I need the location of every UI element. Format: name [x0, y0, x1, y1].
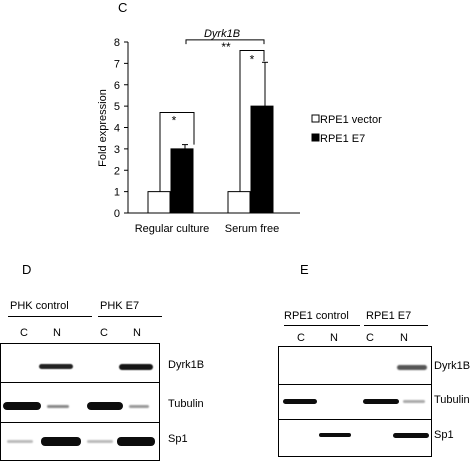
blot-d-divider-2: [1, 422, 159, 423]
blot-e-lane-n2: N: [400, 332, 408, 344]
blot-e-lane-n1: N: [330, 332, 338, 344]
blot-e-membrane: [278, 346, 432, 457]
blot-d-membrane: [0, 343, 160, 461]
sig-star-regular: *: [172, 114, 177, 128]
blot-d-row-sp1: Sp1: [168, 433, 188, 445]
blot-d-band-dyrk1b-n1: [39, 364, 73, 369]
panel-d-label: D: [22, 262, 32, 277]
blot-d-lane-n2: N: [133, 327, 141, 339]
blot-e-band-tubulin-c1: [283, 399, 317, 404]
blot-d-group-line-2: [98, 316, 162, 317]
blot-e-band-tubulin-n2: [403, 400, 425, 403]
blot-d-lane-n1: N: [53, 327, 61, 339]
y-tick-label: 4: [114, 123, 120, 135]
bar-vector-1: [227, 191, 251, 214]
y-tick-label: 6: [114, 80, 120, 92]
blot-d-group-phk-e7: PHK E7: [100, 300, 140, 312]
blot-d-group-line-1: [8, 316, 92, 317]
blot-e-group-rpe1-control: RPE1 control: [284, 310, 349, 322]
sig-bracket-serum: [239, 50, 265, 192]
blot-e-lane-c1: C: [297, 332, 305, 344]
blot-d-row-dyrk1b: Dyrk1B: [168, 359, 205, 371]
blot-d-band-sp1-c1: [7, 440, 33, 443]
blot-e-row-sp1: Sp1: [434, 429, 454, 441]
sig-bracket-regular: [159, 112, 195, 192]
fold-expression-chart: 0 1 2 3 4 5 6 7 8 Fold expression Dyrk1B Regular cu…: [97, 28, 382, 235]
y-tick-label: 5: [114, 101, 120, 113]
legend-swatch-0: [311, 114, 320, 123]
blot-d-band-sp1-n2: [117, 437, 155, 446]
blot-d-band-sp1-c2: [87, 440, 113, 443]
y-tick-label: 8: [114, 37, 120, 49]
blot-e-row-tubulin: Tubulin: [434, 394, 470, 406]
blot-d-lane-c2: C: [100, 327, 108, 339]
sig-star-serum: *: [250, 53, 255, 67]
panel-e-label: E: [300, 262, 309, 277]
blot-d-group-phk-control: PHK control: [10, 300, 69, 312]
blot-d-band-tubulin-n1: [47, 405, 69, 408]
blot-e-divider-2: [279, 419, 431, 420]
bar-e7-1: [250, 105, 274, 214]
blot-e-group-rpe1-e7: RPE1 E7: [366, 310, 412, 322]
legend-swatch-1: [311, 133, 320, 142]
bar-vector-0: [147, 191, 171, 214]
blot-e-lane-c2: C: [366, 332, 374, 344]
blot-e-band-dyrk1b-n2: [397, 365, 427, 370]
blot-d-row-tubulin: Tubulin: [168, 398, 204, 410]
sig-stars-between: **: [221, 40, 231, 54]
y-tick-label: 2: [114, 165, 120, 177]
blot-d-band-tubulin-n2: [129, 405, 149, 408]
blot-d-band-tubulin-c2: [87, 402, 123, 410]
legend-label-1: RPE1 E7: [320, 133, 365, 145]
blot-e-group-line-2: [364, 325, 428, 326]
y-tick-label: 7: [114, 58, 120, 70]
blot-e-band-tubulin-c2: [363, 399, 399, 404]
blot-e-divider-1: [279, 384, 431, 385]
y-tick-label: 0: [114, 208, 120, 220]
blot-d-band-sp1-n1: [41, 437, 81, 446]
blot-e-band-sp1-n2: [393, 433, 429, 438]
blot-d-band-tubulin-c1: [3, 402, 41, 410]
blot-e-row-dyrk1b: Dyrk1B: [434, 360, 471, 372]
y-tick-label: 1: [114, 187, 120, 199]
sig-bracket-between: [185, 39, 265, 45]
legend-label-0: RPE1 vector: [320, 114, 382, 126]
blot-d-lane-c1: C: [20, 327, 28, 339]
panel-c-label: C: [118, 0, 128, 15]
chart-title: Dyrk1B: [204, 28, 240, 40]
x-category-label: Serum free: [225, 223, 279, 235]
blot-e-band-sp1-n1: [319, 433, 351, 437]
bar-e7-0: [170, 148, 194, 214]
blot-d-band-dyrk1b-n2: [119, 364, 153, 370]
y-tick-label: 3: [114, 144, 120, 156]
blot-e-group-line-1: [284, 325, 360, 326]
blot-d-divider-1: [1, 382, 159, 383]
y-axis-label: Fold expression: [97, 89, 109, 167]
x-category-label: Regular culture: [135, 223, 210, 235]
